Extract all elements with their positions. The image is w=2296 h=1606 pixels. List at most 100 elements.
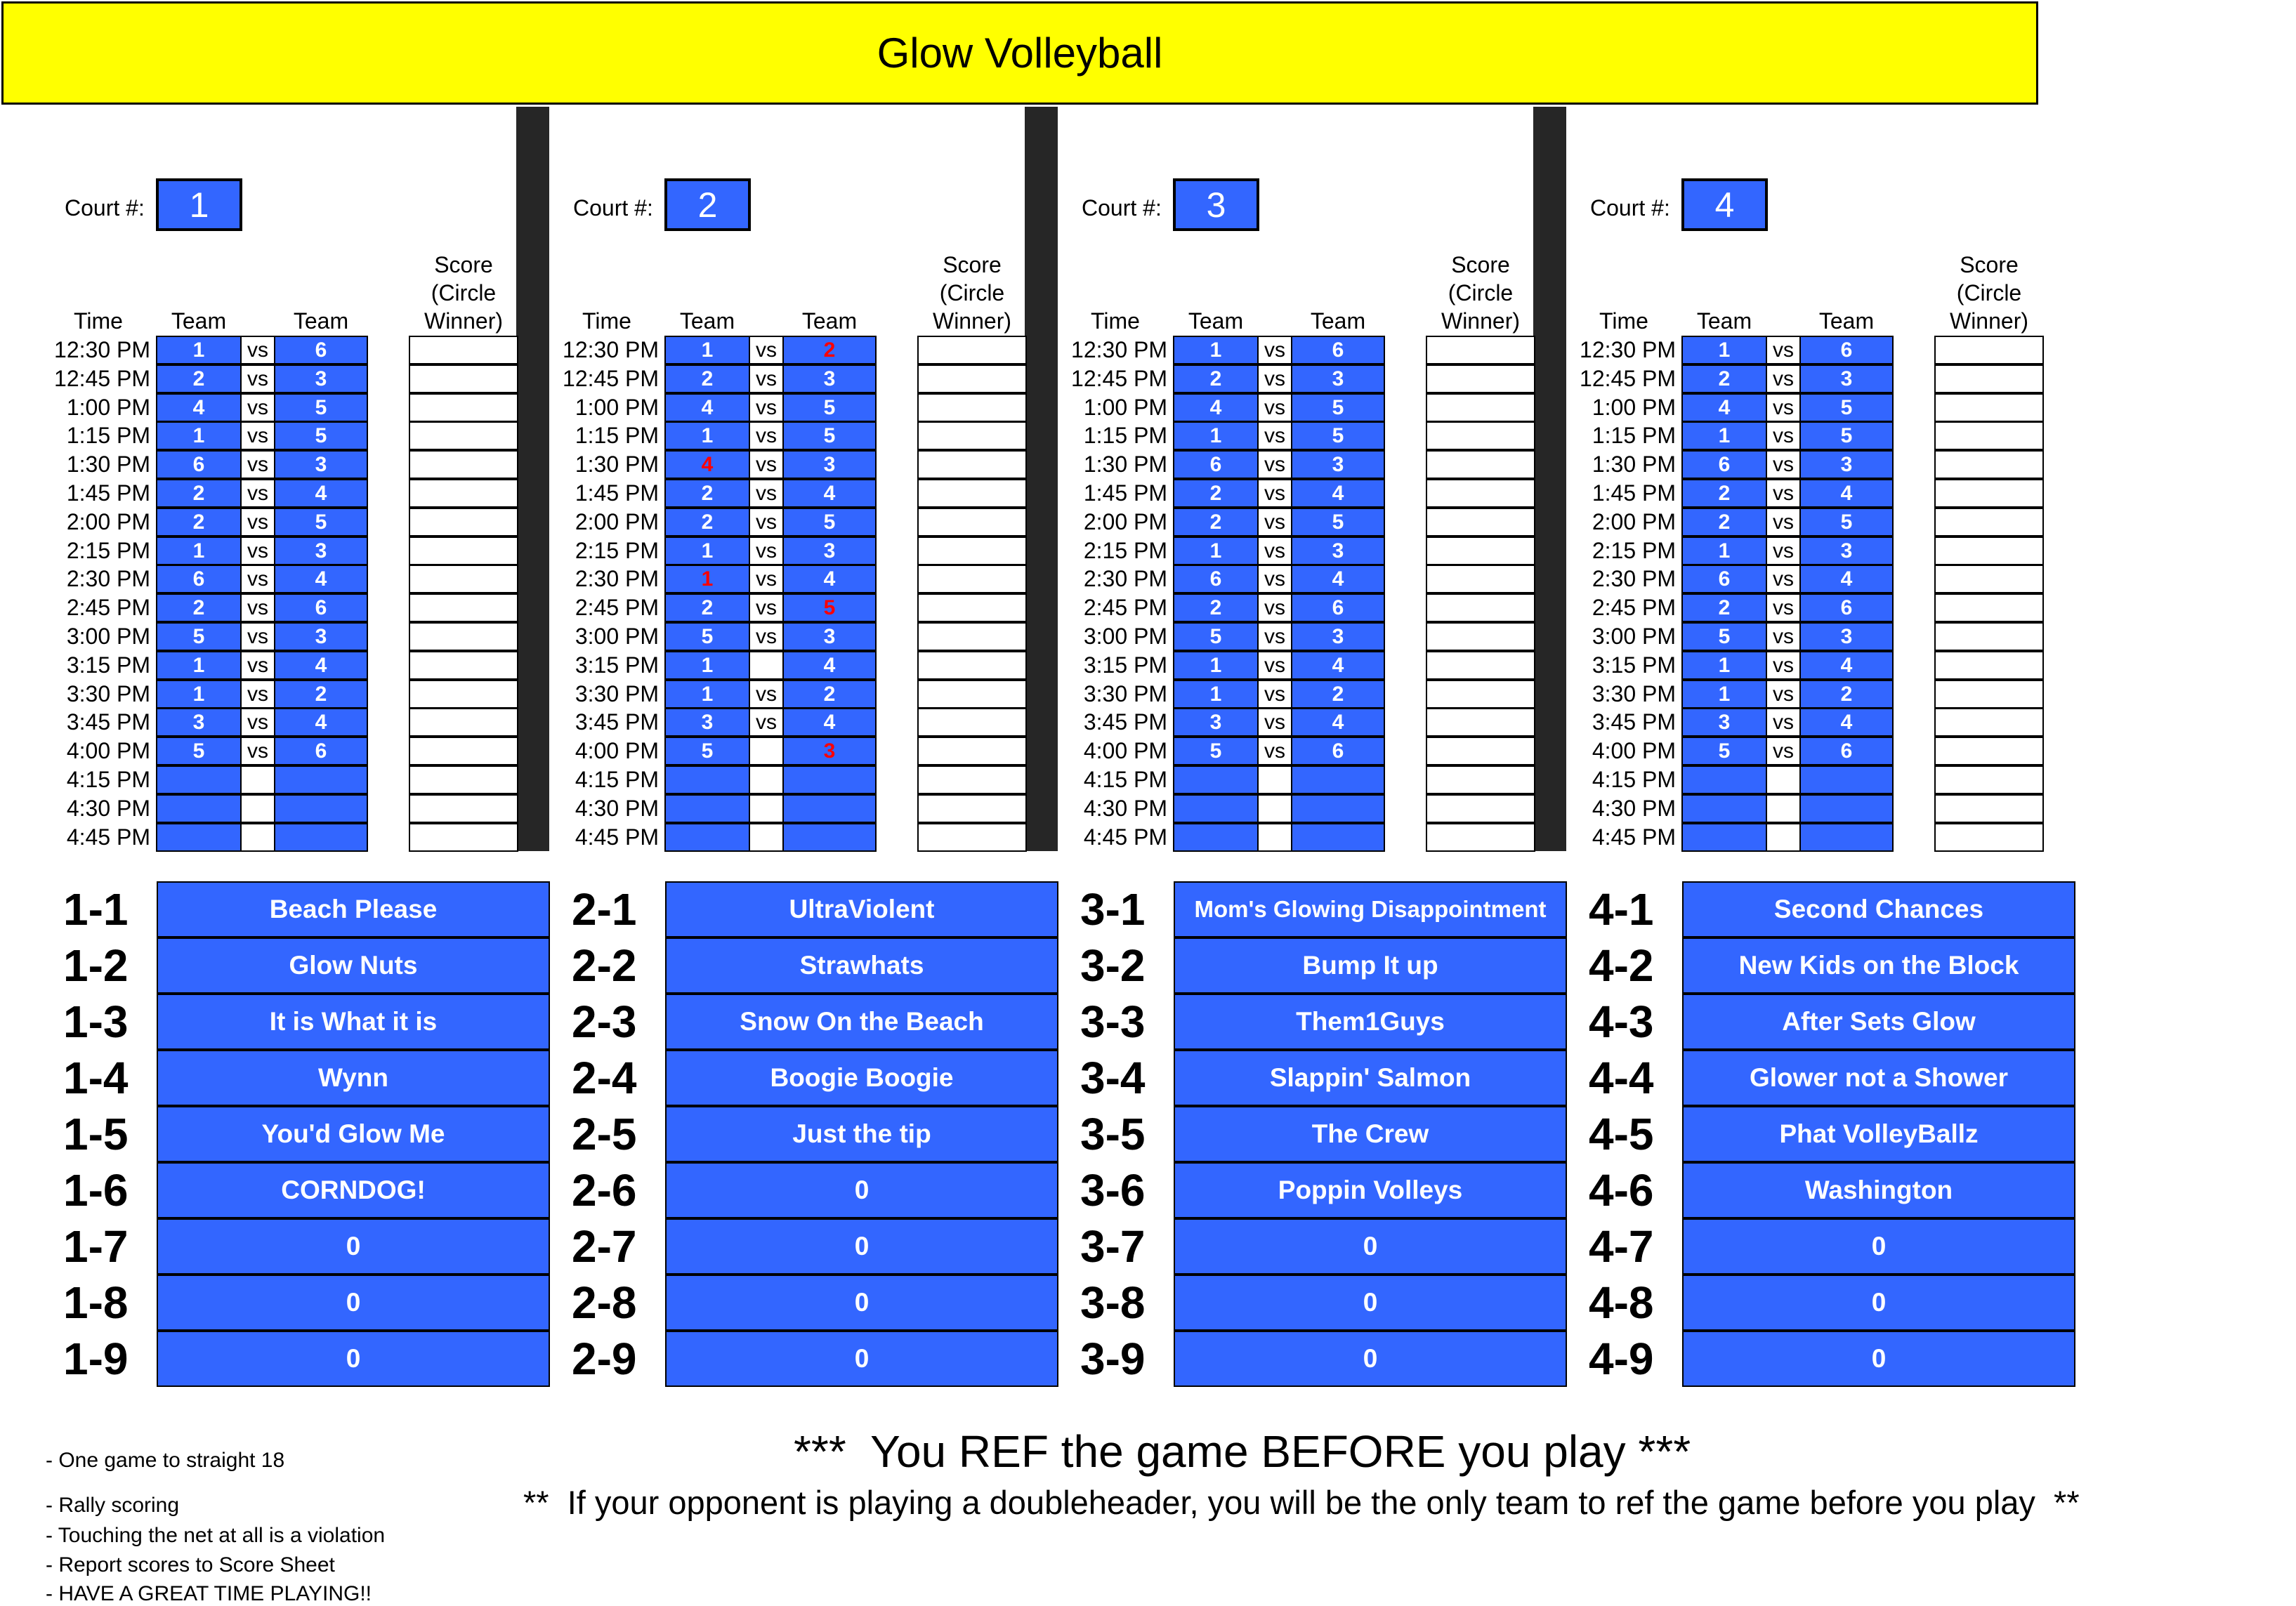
score-input-box[interactable] xyxy=(409,508,518,537)
score-input-box[interactable] xyxy=(409,479,518,508)
score-input-box[interactable] xyxy=(1426,823,1535,852)
score-input-box[interactable] xyxy=(1426,450,1535,479)
score-input-box[interactable] xyxy=(1426,593,1535,622)
score-input-box[interactable] xyxy=(1934,823,2044,852)
team-code: 1-6 xyxy=(63,1165,129,1216)
score-input-box[interactable] xyxy=(1426,393,1535,422)
score-input-box[interactable] xyxy=(1934,651,2044,680)
score-input-box[interactable] xyxy=(917,450,1027,479)
score-input-box[interactable] xyxy=(409,393,518,422)
score-input-box[interactable] xyxy=(917,794,1027,823)
time-cell: 1:30 PM xyxy=(66,452,150,477)
score-input-box[interactable] xyxy=(917,622,1027,651)
time-cell: 1:00 PM xyxy=(575,395,659,420)
score-input-box[interactable] xyxy=(917,737,1027,765)
team-a-cell xyxy=(664,794,750,823)
team-a-cell: 2 xyxy=(156,508,242,537)
schedule-row: 1:00 PM 4 vs 5 xyxy=(509,393,1028,422)
team-b-cell xyxy=(1291,765,1385,794)
score-input-box[interactable] xyxy=(917,565,1027,593)
team-row: 1-7 0 xyxy=(63,1218,555,1275)
score-input-box[interactable] xyxy=(1934,336,2044,364)
team-name: 0 xyxy=(1174,1331,1567,1387)
score-input-box[interactable] xyxy=(1426,364,1535,393)
score-input-box[interactable] xyxy=(1426,765,1535,794)
score-input-box[interactable] xyxy=(917,336,1027,364)
schedule-row: 1:15 PM 1 vs 5 xyxy=(0,421,520,450)
score-input-box[interactable] xyxy=(1934,508,2044,537)
score-input-box[interactable] xyxy=(1934,421,2044,450)
team-a-cell: 2 xyxy=(156,364,242,393)
score-input-box[interactable] xyxy=(917,537,1027,565)
score-input-box[interactable] xyxy=(1426,508,1535,537)
score-input-box[interactable] xyxy=(917,823,1027,852)
team-a-cell xyxy=(1681,765,1767,794)
score-input-box[interactable] xyxy=(1426,737,1535,765)
score-input-box[interactable] xyxy=(1934,450,2044,479)
time-cell: 2:15 PM xyxy=(66,538,150,563)
score-input-box[interactable] xyxy=(409,537,518,565)
team-row: 4-5 Phat VolleyBallz xyxy=(1589,1106,2080,1162)
team-code: 4-5 xyxy=(1589,1109,1654,1159)
score-input-box[interactable] xyxy=(409,680,518,709)
score-input-box[interactable] xyxy=(917,593,1027,622)
score-input-box[interactable] xyxy=(1934,680,2044,709)
score-input-box[interactable] xyxy=(917,708,1027,737)
score-input-box[interactable] xyxy=(1426,537,1535,565)
score-input-box[interactable] xyxy=(1934,765,2044,794)
score-input-box[interactable] xyxy=(1934,393,2044,422)
score-input-box[interactable] xyxy=(917,651,1027,680)
score-input-box[interactable] xyxy=(409,336,518,364)
score-input-box[interactable] xyxy=(409,765,518,794)
team-a-cell: 5 xyxy=(1681,622,1767,651)
court-label: Court #: xyxy=(1590,195,1670,221)
team-b-cell: 6 xyxy=(1799,737,1894,765)
score-input-box[interactable] xyxy=(1426,794,1535,823)
score-input-box[interactable] xyxy=(917,680,1027,709)
score-input-box[interactable] xyxy=(409,708,518,737)
score-input-box[interactable] xyxy=(1426,708,1535,737)
score-input-box[interactable] xyxy=(409,794,518,823)
score-input-box[interactable] xyxy=(917,765,1027,794)
score-input-box[interactable] xyxy=(1934,479,2044,508)
team-b-cell: 3 xyxy=(782,537,877,565)
score-input-box[interactable] xyxy=(409,651,518,680)
score-input-box[interactable] xyxy=(409,823,518,852)
score-input-box[interactable] xyxy=(1934,565,2044,593)
score-input-box[interactable] xyxy=(1934,708,2044,737)
rule-item: - Touching the net at all is a violation xyxy=(46,1524,386,1547)
rule-item: - One game to straight 18 xyxy=(46,1449,285,1472)
score-input-box[interactable] xyxy=(917,479,1027,508)
score-input-box[interactable] xyxy=(1426,421,1535,450)
score-input-box[interactable] xyxy=(1426,622,1535,651)
vs-cell: vs xyxy=(1257,336,1292,364)
score-input-box[interactable] xyxy=(409,737,518,765)
score-input-box[interactable] xyxy=(1934,364,2044,393)
score-input-box[interactable] xyxy=(409,421,518,450)
score-input-box[interactable] xyxy=(917,393,1027,422)
team-a-cell: 1 xyxy=(156,421,242,450)
score-input-box[interactable] xyxy=(1426,651,1535,680)
score-input-box[interactable] xyxy=(1934,622,2044,651)
score-input-box[interactable] xyxy=(1426,565,1535,593)
score-input-box[interactable] xyxy=(917,508,1027,537)
score-input-box[interactable] xyxy=(409,622,518,651)
score-input-box[interactable] xyxy=(1426,336,1535,364)
score-input-box[interactable] xyxy=(1426,680,1535,709)
score-input-box[interactable] xyxy=(917,364,1027,393)
score-input-box[interactable] xyxy=(409,364,518,393)
score-input-box[interactable] xyxy=(409,450,518,479)
score-input-box[interactable] xyxy=(1934,794,2044,823)
score-input-box[interactable] xyxy=(1426,479,1535,508)
score-input-box[interactable] xyxy=(409,593,518,622)
team-b-cell: 5 xyxy=(1799,421,1894,450)
score-input-box[interactable] xyxy=(1934,593,2044,622)
team-name: Just the tip xyxy=(665,1106,1058,1162)
score-input-box[interactable] xyxy=(917,421,1027,450)
team-row: 4-9 0 xyxy=(1589,1331,2080,1387)
score-input-box[interactable] xyxy=(1934,737,2044,765)
team-a-cell: 3 xyxy=(156,708,242,737)
score-input-box[interactable] xyxy=(409,565,518,593)
team-name: Phat VolleyBallz xyxy=(1682,1106,2075,1162)
score-input-box[interactable] xyxy=(1934,537,2044,565)
